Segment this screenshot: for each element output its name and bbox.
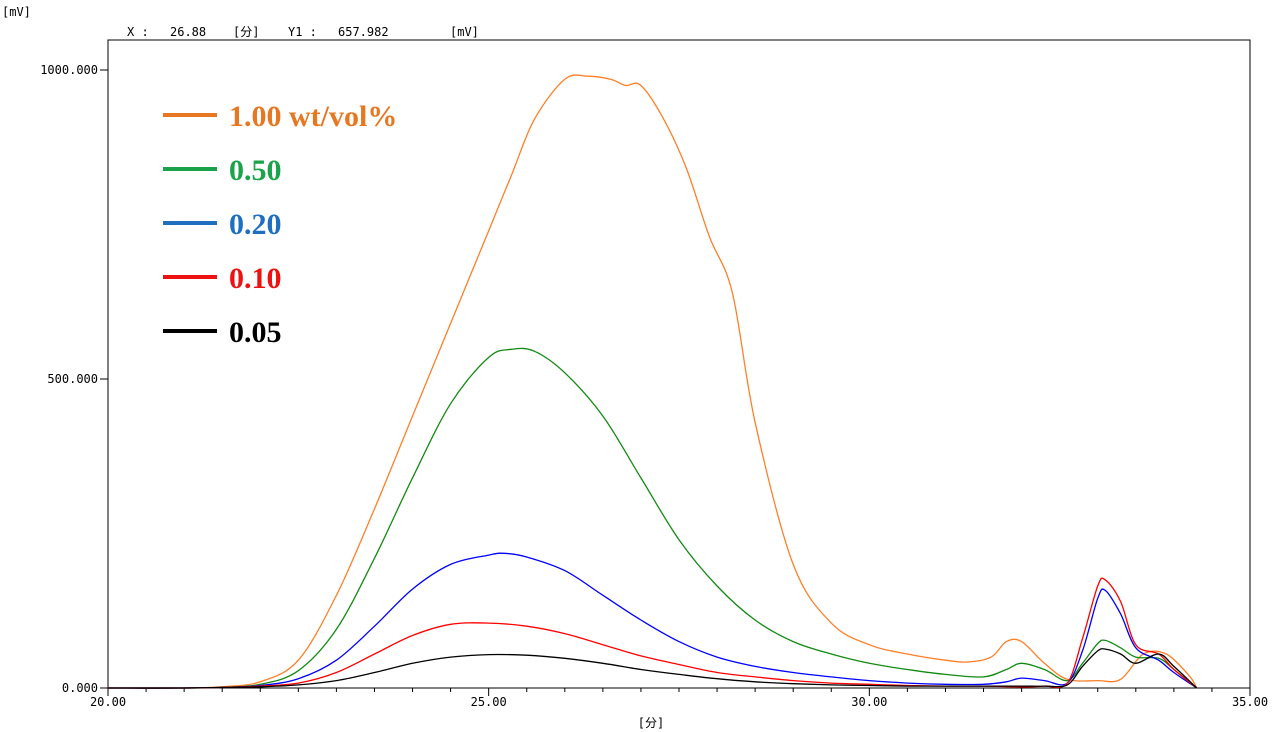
- y1-readout-label: Y1 :: [288, 25, 317, 39]
- legend-label-2: 0.20: [229, 208, 282, 241]
- y1-readout-unit: [mV]: [450, 25, 479, 39]
- y-tick-label: 500.000: [47, 372, 98, 386]
- x-axis-label: [分]: [638, 716, 664, 730]
- plot-area-frame: [107, 39, 1251, 689]
- legend: 1.00 wt/vol% 0.50 0.20 0.10 0.05: [163, 100, 397, 349]
- x-tick-label: 30.00: [851, 695, 887, 709]
- legend-label-1: 0.50: [229, 154, 282, 187]
- x-tick-label: 35.00: [1232, 695, 1268, 709]
- series-line-4: [107, 648, 1198, 689]
- x-tick-label: 25.00: [471, 695, 507, 709]
- y-axis-ticks: 0.000 500.000 1000.000: [40, 63, 108, 695]
- cursor-readout: X : 26.88 [分] Y1 : 657.982 [mV]: [127, 25, 479, 39]
- series-line-3: [107, 577, 1198, 689]
- x-readout-value: 26.88: [170, 25, 206, 39]
- series-line-0: [107, 74, 1198, 689]
- x-readout-unit: [分]: [233, 25, 259, 39]
- y-tick-label: 0.000: [62, 681, 98, 695]
- legend-label-4: 0.05: [229, 316, 282, 349]
- x-tick-label: 20.00: [90, 695, 126, 709]
- x-axis-ticks: 20.00 25.00 30.00 35.00: [90, 688, 1268, 709]
- legend-label-3: 0.10: [229, 262, 282, 295]
- x-readout-label: X :: [127, 25, 149, 39]
- y1-readout-value: 657.982: [338, 25, 389, 39]
- series-line-1: [107, 347, 1198, 689]
- y-unit-label: [mV]: [2, 5, 31, 19]
- series-lines: [107, 74, 1198, 689]
- legend-label-0: 1.00 wt/vol%: [229, 100, 397, 133]
- y-tick-label: 1000.000: [40, 63, 98, 77]
- series-line-2: [107, 552, 1198, 689]
